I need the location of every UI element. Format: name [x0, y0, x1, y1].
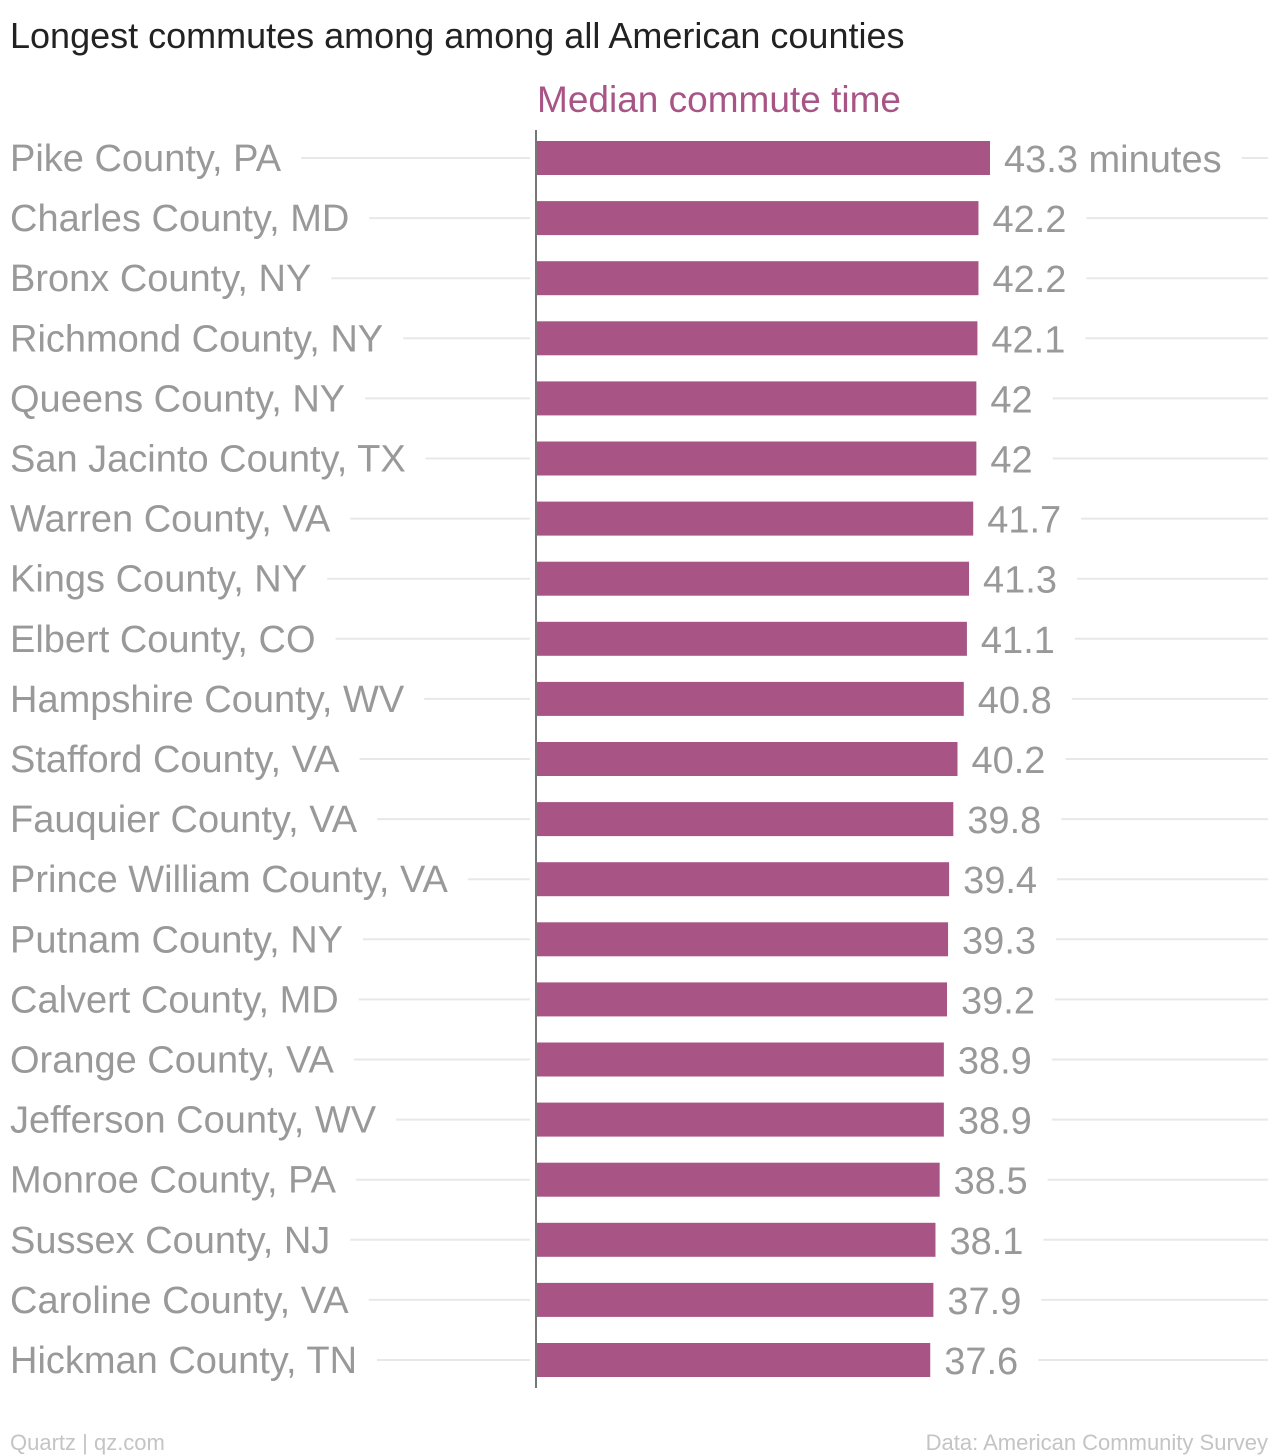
category-label: Queens County, NY — [10, 378, 345, 420]
bar — [536, 802, 954, 837]
value-label: 39.8 — [967, 800, 1041, 842]
value-label: 40.8 — [978, 680, 1052, 722]
category-labels: Pike County, PA Charles County, MD Bronx C… — [10, 138, 448, 1382]
bar — [536, 1042, 944, 1077]
category-label: Prince William County, VA — [10, 859, 448, 901]
category-label: Richmond County, NY — [10, 318, 383, 360]
bar — [536, 982, 948, 1017]
value-label: 39.4 — [963, 860, 1037, 902]
category-label: Charles County, MD — [10, 198, 349, 240]
bar — [536, 862, 950, 897]
bar — [536, 381, 977, 416]
bar — [536, 621, 967, 656]
value-label: 42 — [990, 440, 1032, 482]
bar — [536, 1162, 940, 1197]
category-label: Elbert County, CO — [10, 619, 316, 661]
value-label: 40.2 — [971, 740, 1045, 782]
value-label: 41.1 — [981, 620, 1055, 662]
category-label: Pike County, PA — [10, 138, 282, 180]
category-label: Hampshire County, WV — [10, 679, 405, 721]
value-label: 41.3 — [983, 560, 1057, 602]
bar — [536, 681, 964, 716]
category-label: Hickman County, TN — [10, 1340, 357, 1382]
category-label: Caroline County, VA — [10, 1280, 349, 1322]
bar — [536, 201, 979, 236]
bar — [536, 321, 978, 356]
value-label: 38.5 — [954, 1161, 1028, 1203]
bar — [536, 742, 958, 776]
value-label: 42.2 — [992, 199, 1066, 241]
category-label: Warren County, VA — [10, 499, 331, 541]
category-label: Putnam County, NY — [10, 919, 343, 961]
value-label: 41.7 — [987, 500, 1061, 542]
bar — [536, 922, 949, 957]
bar — [536, 441, 977, 476]
bar — [536, 1282, 934, 1317]
category-label: Monroe County, PA — [10, 1160, 337, 1202]
value-label: 37.6 — [944, 1341, 1018, 1383]
category-label: Sussex County, NJ — [10, 1220, 330, 1262]
value-label: 42 — [990, 379, 1032, 421]
bar — [536, 1222, 936, 1257]
category-label: Calvert County, MD — [10, 979, 339, 1021]
value-labels: 43.3 minutes 42.2 42.2 42.1 42 42 41.7 41.3 41.1… — [944, 139, 1221, 1383]
value-label: 43.3 minutes — [1004, 139, 1222, 181]
value-label: 37.9 — [947, 1281, 1021, 1323]
bars — [536, 141, 990, 1377]
category-label: Fauquier County, VA — [10, 799, 358, 841]
value-label: 39.3 — [962, 920, 1036, 962]
value-label: 38.1 — [949, 1221, 1023, 1263]
value-label: 42.1 — [991, 319, 1065, 361]
bar — [536, 1343, 931, 1377]
category-label: San Jacinto County, TX — [10, 439, 406, 481]
series-label: Median commute time — [537, 79, 901, 120]
category-label: Kings County, NY — [10, 559, 307, 601]
category-label: Stafford County, VA — [10, 739, 340, 781]
footer-source-left: Quartz | qz.com — [10, 1430, 165, 1455]
chart-title: Longest commutes among among all America… — [10, 15, 904, 56]
footer-source-right: Data: American Community Survey — [926, 1430, 1268, 1455]
value-label: 42.2 — [992, 259, 1066, 301]
bar — [536, 141, 990, 175]
gridlines — [301, 157, 1268, 1361]
bar — [536, 261, 979, 296]
value-label: 39.2 — [961, 980, 1035, 1022]
value-label: 38.9 — [958, 1041, 1032, 1083]
category-label: Jefferson County, WV — [10, 1100, 377, 1142]
category-label: Bronx County, NY — [10, 258, 311, 300]
category-label: Orange County, VA — [10, 1040, 335, 1082]
bar — [536, 1102, 944, 1137]
bar — [536, 501, 974, 536]
value-label: 38.9 — [958, 1101, 1032, 1143]
bar — [536, 561, 970, 596]
